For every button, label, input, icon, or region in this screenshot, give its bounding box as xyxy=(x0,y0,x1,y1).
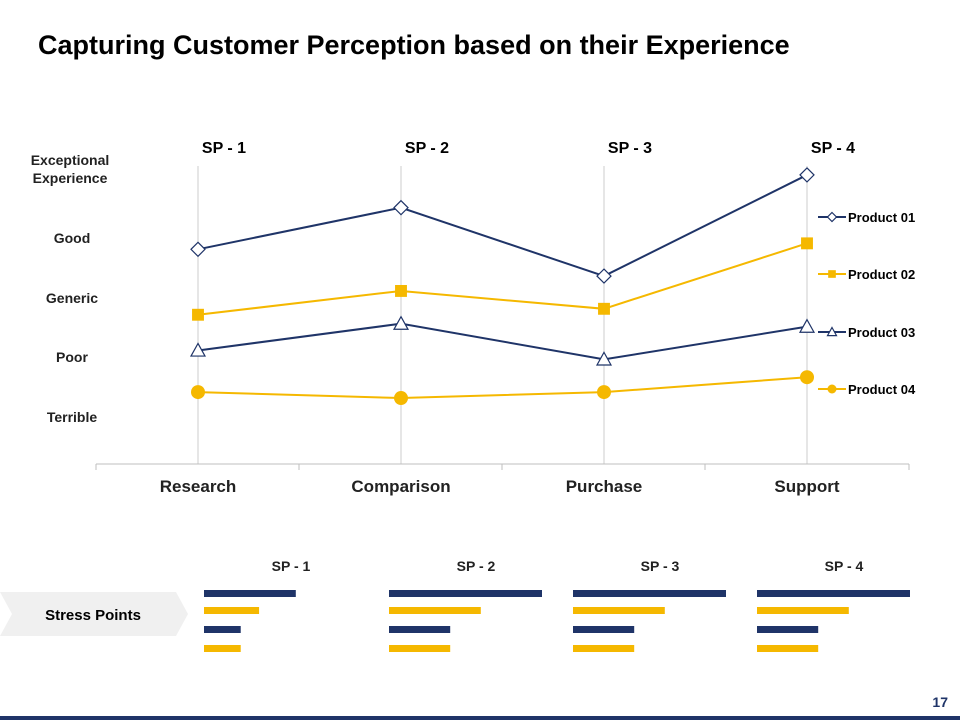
data-point-4 xyxy=(394,391,408,406)
stress-bar-4-4 xyxy=(757,645,819,652)
stress-group-label: SP - 3 xyxy=(641,558,680,574)
data-point-2 xyxy=(192,308,204,321)
y-level-label: Good xyxy=(54,230,91,246)
stress-points-arrow xyxy=(0,592,188,636)
series-line-4 xyxy=(197,376,808,400)
data-point-1 xyxy=(393,199,409,216)
stress-points-label: Stress Points xyxy=(45,607,141,624)
stress-bar-3-1 xyxy=(573,590,726,597)
page-title: Capturing Customer Perception based on t… xyxy=(38,30,790,60)
data-point-2 xyxy=(801,237,813,250)
stress-group-label: SP - 1 xyxy=(272,558,311,574)
data-point-4 xyxy=(800,370,814,385)
legend-marker-1 xyxy=(826,211,838,223)
x-tick-label: Support xyxy=(774,477,839,496)
stress-bar-3-3 xyxy=(573,626,635,633)
x-tick-label: Research xyxy=(160,477,237,496)
stress-bar-4-3 xyxy=(757,626,819,633)
series-line-1 xyxy=(197,174,808,278)
stress-bar-4-2 xyxy=(757,607,849,614)
stress-point-header: SP - 2 xyxy=(405,140,449,157)
series-line-2 xyxy=(197,242,808,316)
stress-bar-4-1 xyxy=(757,590,910,597)
data-point-3 xyxy=(798,318,816,333)
stress-group-label: SP - 2 xyxy=(457,558,496,574)
y-level-label: Generic xyxy=(46,290,98,306)
bottom-bar xyxy=(0,716,960,720)
y-level-label: Terrible xyxy=(47,409,98,425)
legend-label: Product 03 xyxy=(848,325,915,340)
stress-bar-2-3 xyxy=(389,626,451,633)
legend-label: Product 02 xyxy=(848,267,915,282)
stress-bar-1-2 xyxy=(204,607,260,614)
legend-marker-2 xyxy=(828,270,836,278)
data-point-1 xyxy=(190,241,206,258)
stress-bar-2-4 xyxy=(389,645,451,652)
stress-point-header: SP - 1 xyxy=(202,140,246,157)
stress-bar-2-1 xyxy=(389,590,542,597)
stress-bar-1-4 xyxy=(204,645,241,652)
legend-label: Product 01 xyxy=(848,210,915,225)
y-level-label: Exceptional Experience xyxy=(31,152,110,186)
data-point-4 xyxy=(191,385,205,400)
series-line-3 xyxy=(197,322,808,361)
legend-label: Product 04 xyxy=(848,382,916,397)
stress-bar-1-3 xyxy=(204,626,241,633)
data-point-1 xyxy=(799,167,815,183)
stress-point-header: SP - 3 xyxy=(608,140,652,157)
data-point-2 xyxy=(598,302,610,315)
stress-group-label: SP - 4 xyxy=(825,558,864,574)
x-tick-label: Comparison xyxy=(351,477,450,496)
stress-bar-3-2 xyxy=(573,607,665,614)
data-point-3 xyxy=(595,351,613,366)
data-point-1 xyxy=(596,268,612,284)
data-point-4 xyxy=(597,385,611,400)
stress-bar-3-4 xyxy=(573,645,635,652)
stress-bar-2-2 xyxy=(389,607,481,614)
legend-marker-3 xyxy=(826,326,838,337)
x-tick-label: Purchase xyxy=(566,477,643,496)
stress-point-header: SP - 4 xyxy=(811,140,855,157)
data-point-2 xyxy=(395,285,407,297)
y-level-label: Poor xyxy=(56,349,88,365)
data-point-3 xyxy=(392,315,410,330)
legend-marker-4 xyxy=(827,384,837,394)
data-point-3 xyxy=(189,342,207,357)
page-number: 17 xyxy=(932,694,948,710)
stress-bar-1-1 xyxy=(204,590,296,597)
